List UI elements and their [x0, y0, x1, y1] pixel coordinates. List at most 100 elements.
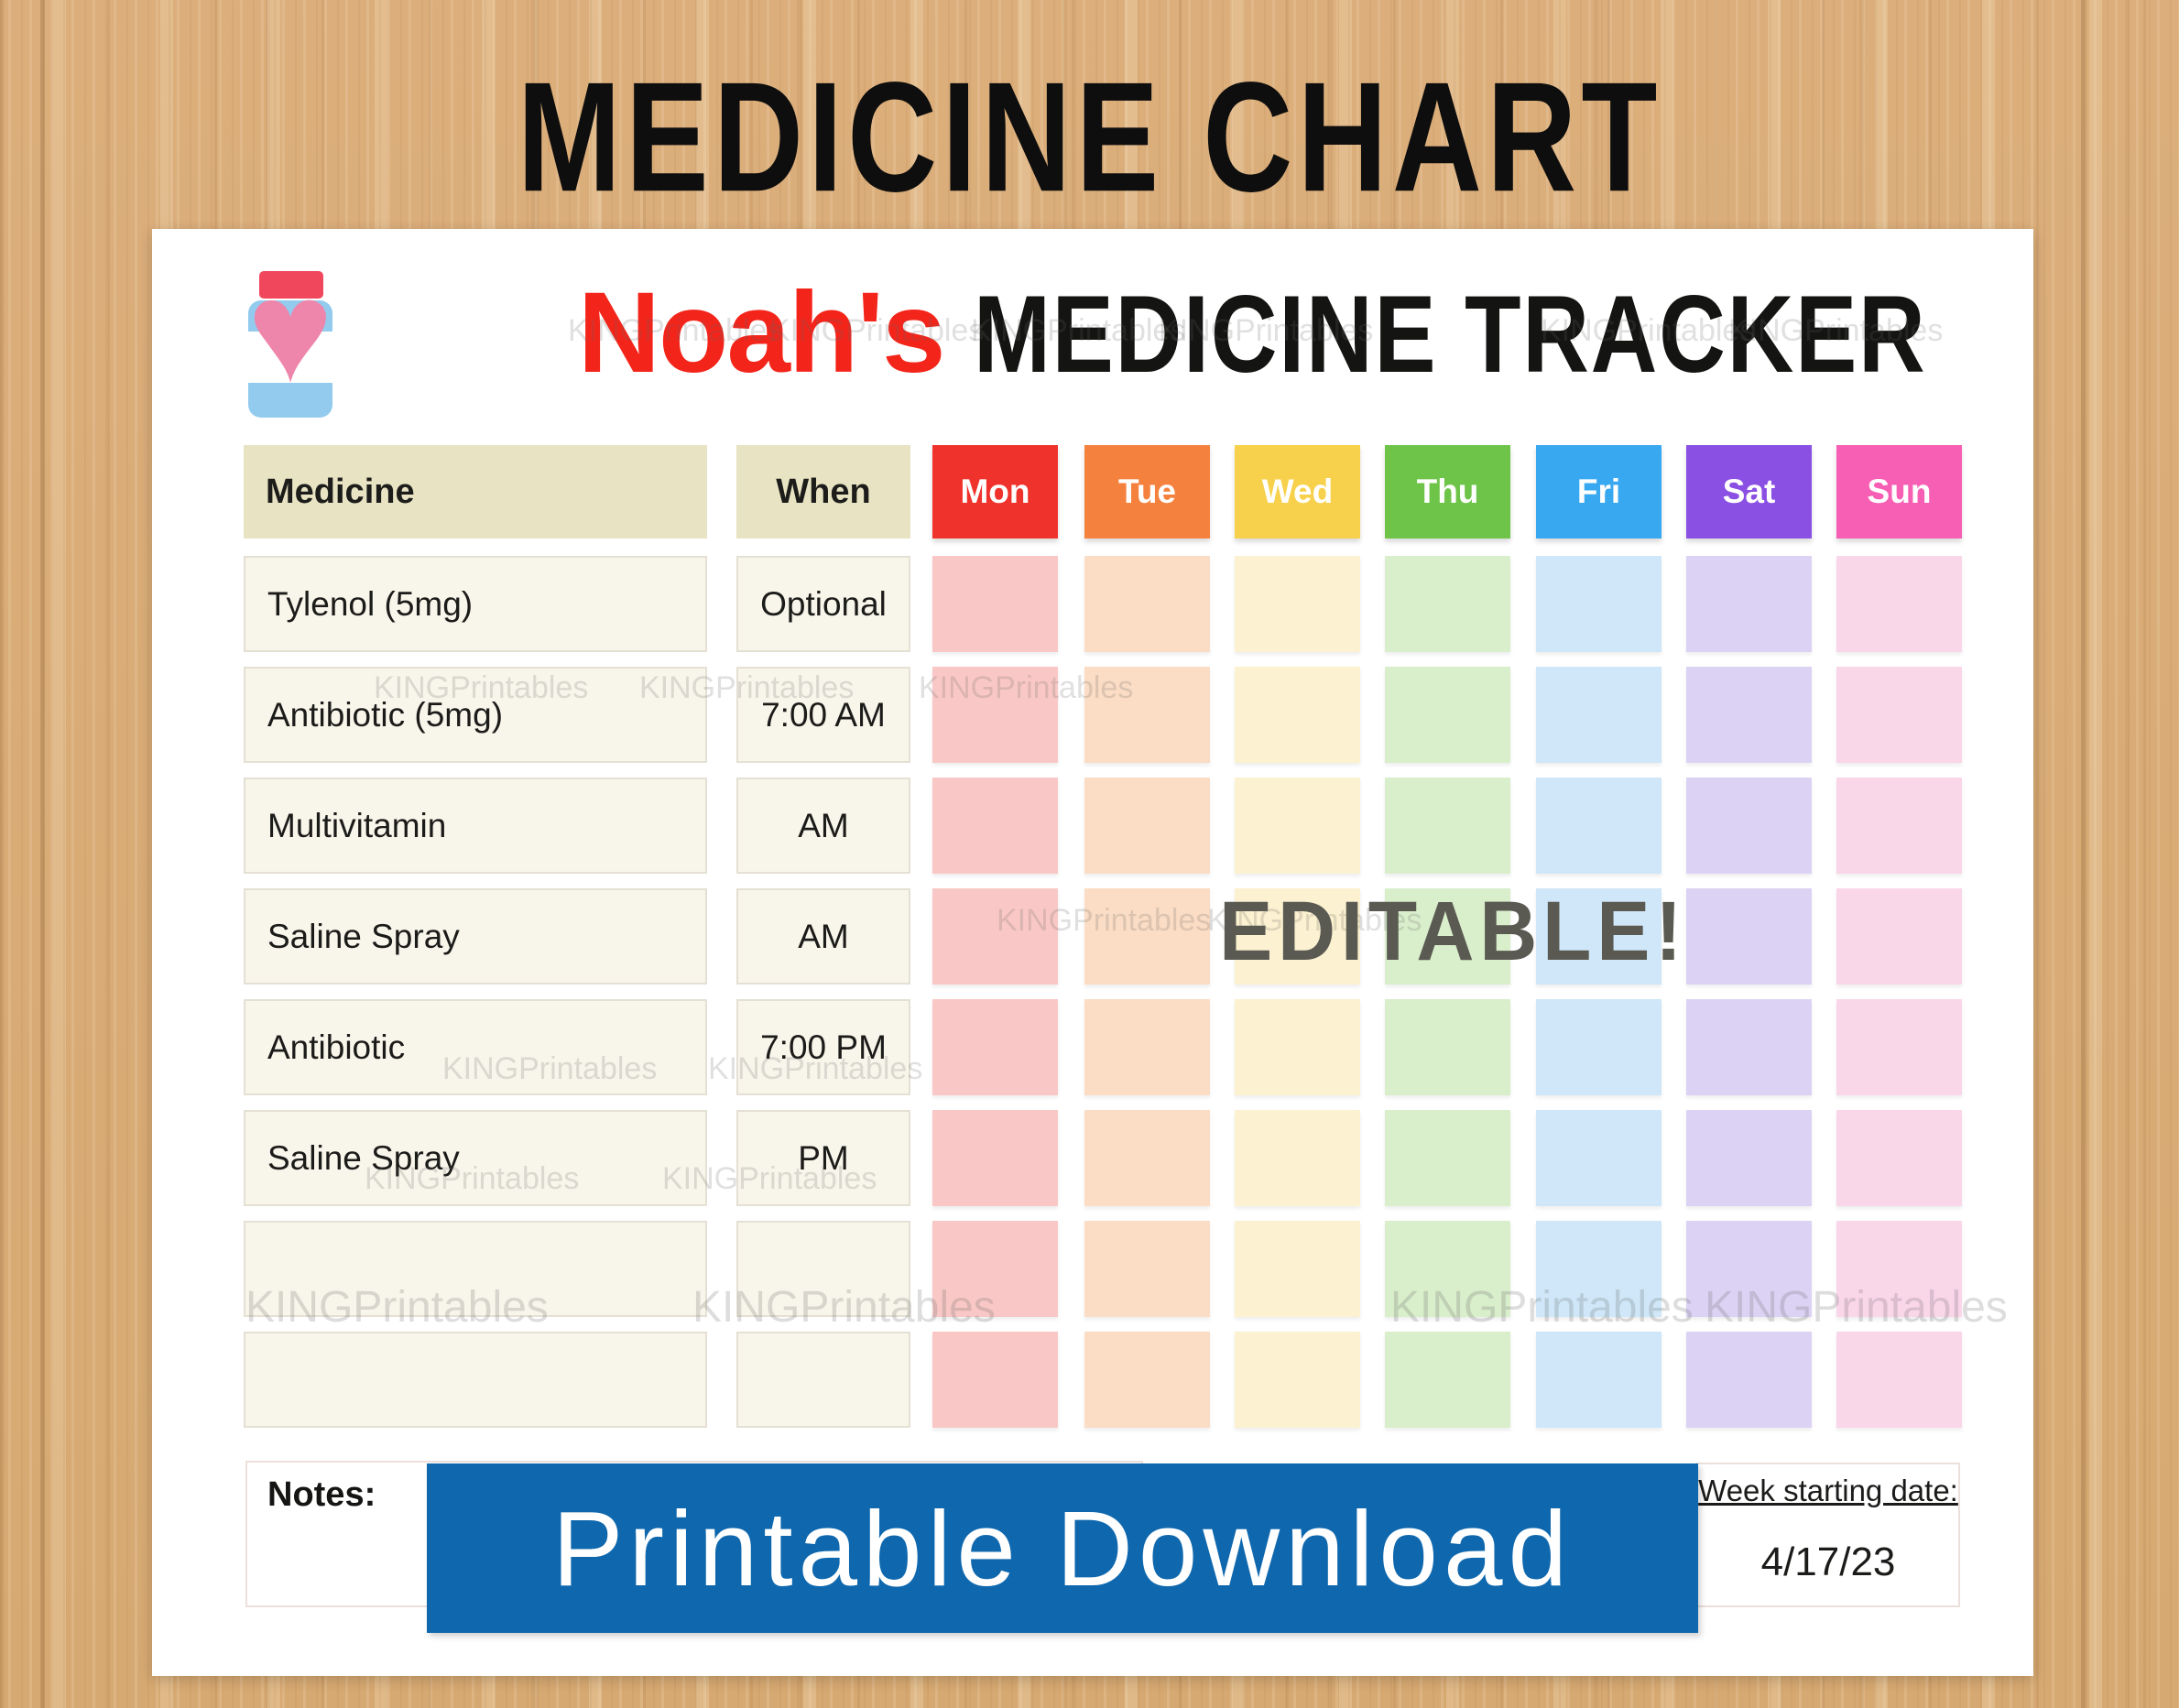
- printable-download-label: Printable Download: [552, 1488, 1573, 1608]
- day-cell: [1536, 778, 1661, 874]
- when-cell: [736, 1332, 910, 1428]
- watermark: KINGPrintables: [568, 313, 783, 348]
- day-cell: [1686, 556, 1812, 652]
- day-cell: [1686, 778, 1812, 874]
- week-starting-date-label: Week starting date:: [1698, 1474, 1958, 1507]
- day-cell: [1235, 1221, 1360, 1317]
- wood-seam: [40, 0, 45, 1708]
- day-cell: [1084, 667, 1210, 763]
- day-cell: [1235, 1110, 1360, 1206]
- poster-title: MEDICINE CHART: [517, 49, 1662, 224]
- day-cell: [1836, 778, 1962, 874]
- heart-icon: ♥: [247, 251, 333, 412]
- when-cell: 7:00 PM: [736, 999, 910, 1095]
- medicine-cell: Saline Spray: [244, 1110, 707, 1206]
- day-cell: [1536, 888, 1661, 985]
- week-starting-date-value: 4/17/23: [1760, 1539, 1896, 1584]
- day-cell: [1836, 1110, 1962, 1206]
- day-cell: [1686, 667, 1812, 763]
- day-cell: [1836, 1332, 1962, 1428]
- day-cell: [1686, 1332, 1812, 1428]
- day-header-tue: Tue: [1084, 445, 1210, 539]
- watermark: KINGPrintables: [639, 670, 855, 705]
- day-cell: [1686, 1110, 1812, 1206]
- watermark: KINGPrintables: [971, 313, 1186, 348]
- medicine-cell: Multivitamin: [244, 778, 707, 874]
- day-cell: [1235, 556, 1360, 652]
- watermark: KINGPrintables: [692, 1283, 996, 1332]
- day-cell: [1836, 999, 1962, 1095]
- medicine-cell: Antibiotic: [244, 999, 707, 1095]
- medicine-cell: [244, 1221, 707, 1317]
- day-cell: [1385, 1221, 1510, 1317]
- day-cell: [932, 1221, 1058, 1317]
- watermark: KINGPrintables: [919, 670, 1134, 705]
- day-cell: [1084, 888, 1210, 985]
- day-cell: [932, 1332, 1058, 1428]
- watermark: KINGPrintables: [374, 670, 589, 705]
- day-cell: [1084, 778, 1210, 874]
- tracker-title: MEDICINE TRACKER: [973, 273, 1927, 396]
- medicine-bottle-cap-icon: [259, 271, 323, 299]
- watermark: KINGPrintables: [662, 1161, 877, 1196]
- day-cell: [1836, 667, 1962, 763]
- day-cell: [1836, 888, 1962, 985]
- day-cell: [1686, 1221, 1812, 1317]
- day-header-fri: Fri: [1536, 445, 1661, 539]
- day-cell: [932, 556, 1058, 652]
- day-cell: [1235, 667, 1360, 763]
- watermark: KINGPrintables: [245, 1283, 549, 1332]
- day-cell: [1385, 778, 1510, 874]
- day-cell: [932, 999, 1058, 1095]
- day-header-thu: Thu: [1385, 445, 1510, 539]
- watermark: KINGPrintables: [769, 313, 985, 348]
- watermark: KINGPrintables: [997, 903, 1212, 938]
- day-cell: [1084, 999, 1210, 1095]
- medicine-bottle-label: [248, 332, 332, 383]
- day-cell: [1536, 1110, 1661, 1206]
- day-cell: [1836, 1221, 1962, 1317]
- when-cell: Optional: [736, 556, 910, 652]
- watermark: KINGPrintables: [442, 1051, 658, 1086]
- when-cell: [736, 1221, 910, 1317]
- medicine-cell: Tylenol (5mg): [244, 556, 707, 652]
- owner-name: Noah's: [577, 269, 946, 397]
- editable-overlay: EDITABLE!: [1219, 885, 1687, 978]
- day-cell: [1235, 999, 1360, 1095]
- watermark: KINGPrintables: [1159, 313, 1374, 348]
- day-cell: [1536, 1332, 1661, 1428]
- medicine-chart-page: ♥ Noah's MEDICINE TRACKER Medicine When …: [152, 229, 2033, 1676]
- watermark: KINGPrintables: [1705, 1283, 2008, 1332]
- day-cell: [1084, 556, 1210, 652]
- day-header-sun: Sun: [1836, 445, 1962, 539]
- day-cell: [1686, 999, 1812, 1095]
- day-cell: [932, 778, 1058, 874]
- day-cell: [1385, 888, 1510, 985]
- day-cell: [1235, 888, 1360, 985]
- day-cell: [932, 1110, 1058, 1206]
- when-cell: AM: [736, 888, 910, 985]
- when-cell: PM: [736, 1110, 910, 1206]
- day-header-sat: Sat: [1686, 445, 1812, 539]
- medicine-cell: Saline Spray: [244, 888, 707, 985]
- when-cell: AM: [736, 778, 910, 874]
- watermark: KINGPrintables: [1728, 313, 1944, 348]
- day-cell: [1686, 888, 1812, 985]
- day-cell: [1536, 1221, 1661, 1317]
- when-cell: 7:00 AM: [736, 667, 910, 763]
- day-cell: [1836, 556, 1962, 652]
- week-starting-date-box: Week starting date: 4/17/23: [1696, 1463, 1960, 1607]
- day-cell: [1536, 999, 1661, 1095]
- when-column-header: When: [736, 445, 910, 539]
- day-cell: [1385, 556, 1510, 652]
- wood-seam: [2081, 0, 2086, 1708]
- day-header-wed: Wed: [1235, 445, 1360, 539]
- day-cell: [1084, 1110, 1210, 1206]
- watermark: KINGPrintables: [1541, 313, 1756, 348]
- day-header-mon: Mon: [932, 445, 1058, 539]
- watermark: KINGPrintables: [1207, 903, 1422, 938]
- day-cell: [1385, 667, 1510, 763]
- medicine-column-header: Medicine: [244, 445, 707, 539]
- day-cell: [1385, 999, 1510, 1095]
- medicine-cell: [244, 1332, 707, 1428]
